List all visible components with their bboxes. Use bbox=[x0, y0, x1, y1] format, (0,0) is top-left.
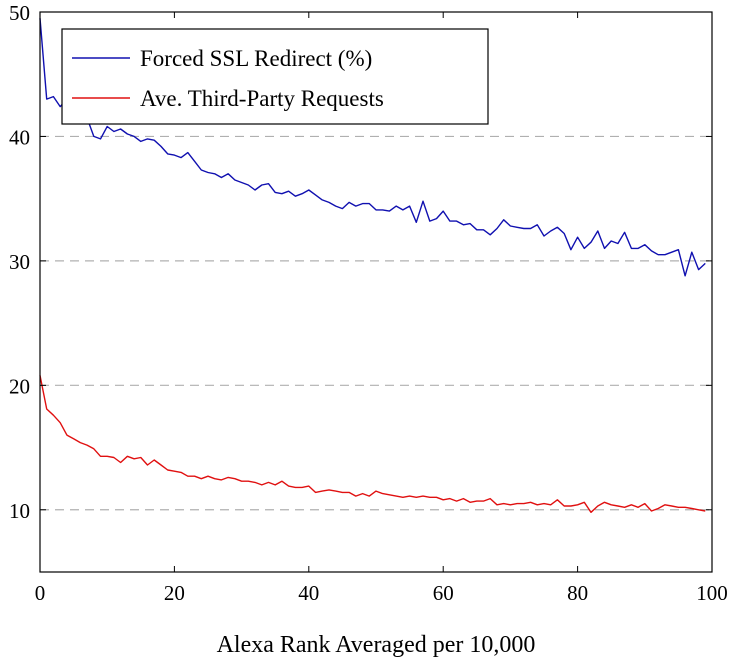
series-line-forced-ssl-redirect bbox=[39, 18, 706, 277]
legend-box bbox=[61, 28, 489, 125]
x-tick-label-40: 40 bbox=[298, 581, 319, 605]
y-tick-label-10: 10 bbox=[9, 499, 30, 523]
grid-lines bbox=[40, 135, 712, 511]
x-tick-label-80: 80 bbox=[567, 581, 588, 605]
y-tick-label-30: 30 bbox=[9, 250, 30, 274]
legend-label-1: Ave. Third-Party Requests bbox=[140, 86, 384, 111]
y-tick-label-20: 20 bbox=[9, 374, 30, 398]
x-tick-label-60: 60 bbox=[433, 581, 454, 605]
x-tick-label-20: 20 bbox=[164, 581, 185, 605]
x-axis-title: Alexa Rank Averaged per 10,000 bbox=[217, 632, 536, 658]
axis-ticks: 0 20 40 60 80 100 10 20 30 40 50 bbox=[9, 1, 728, 605]
legend: Forced SSL Redirect (%) Ave. Third-Party … bbox=[61, 28, 489, 125]
series-line-third-party-requests bbox=[39, 375, 706, 513]
x-tick-label-100: 100 bbox=[696, 581, 728, 605]
legend-label-0: Forced SSL Redirect (%) bbox=[140, 46, 372, 71]
y-tick-label-50: 50 bbox=[9, 1, 30, 25]
series-layer bbox=[39, 18, 706, 513]
x-tick-label-0: 0 bbox=[35, 581, 46, 605]
plot-frame bbox=[39, 11, 713, 573]
y-tick-label-40: 40 bbox=[9, 125, 30, 149]
